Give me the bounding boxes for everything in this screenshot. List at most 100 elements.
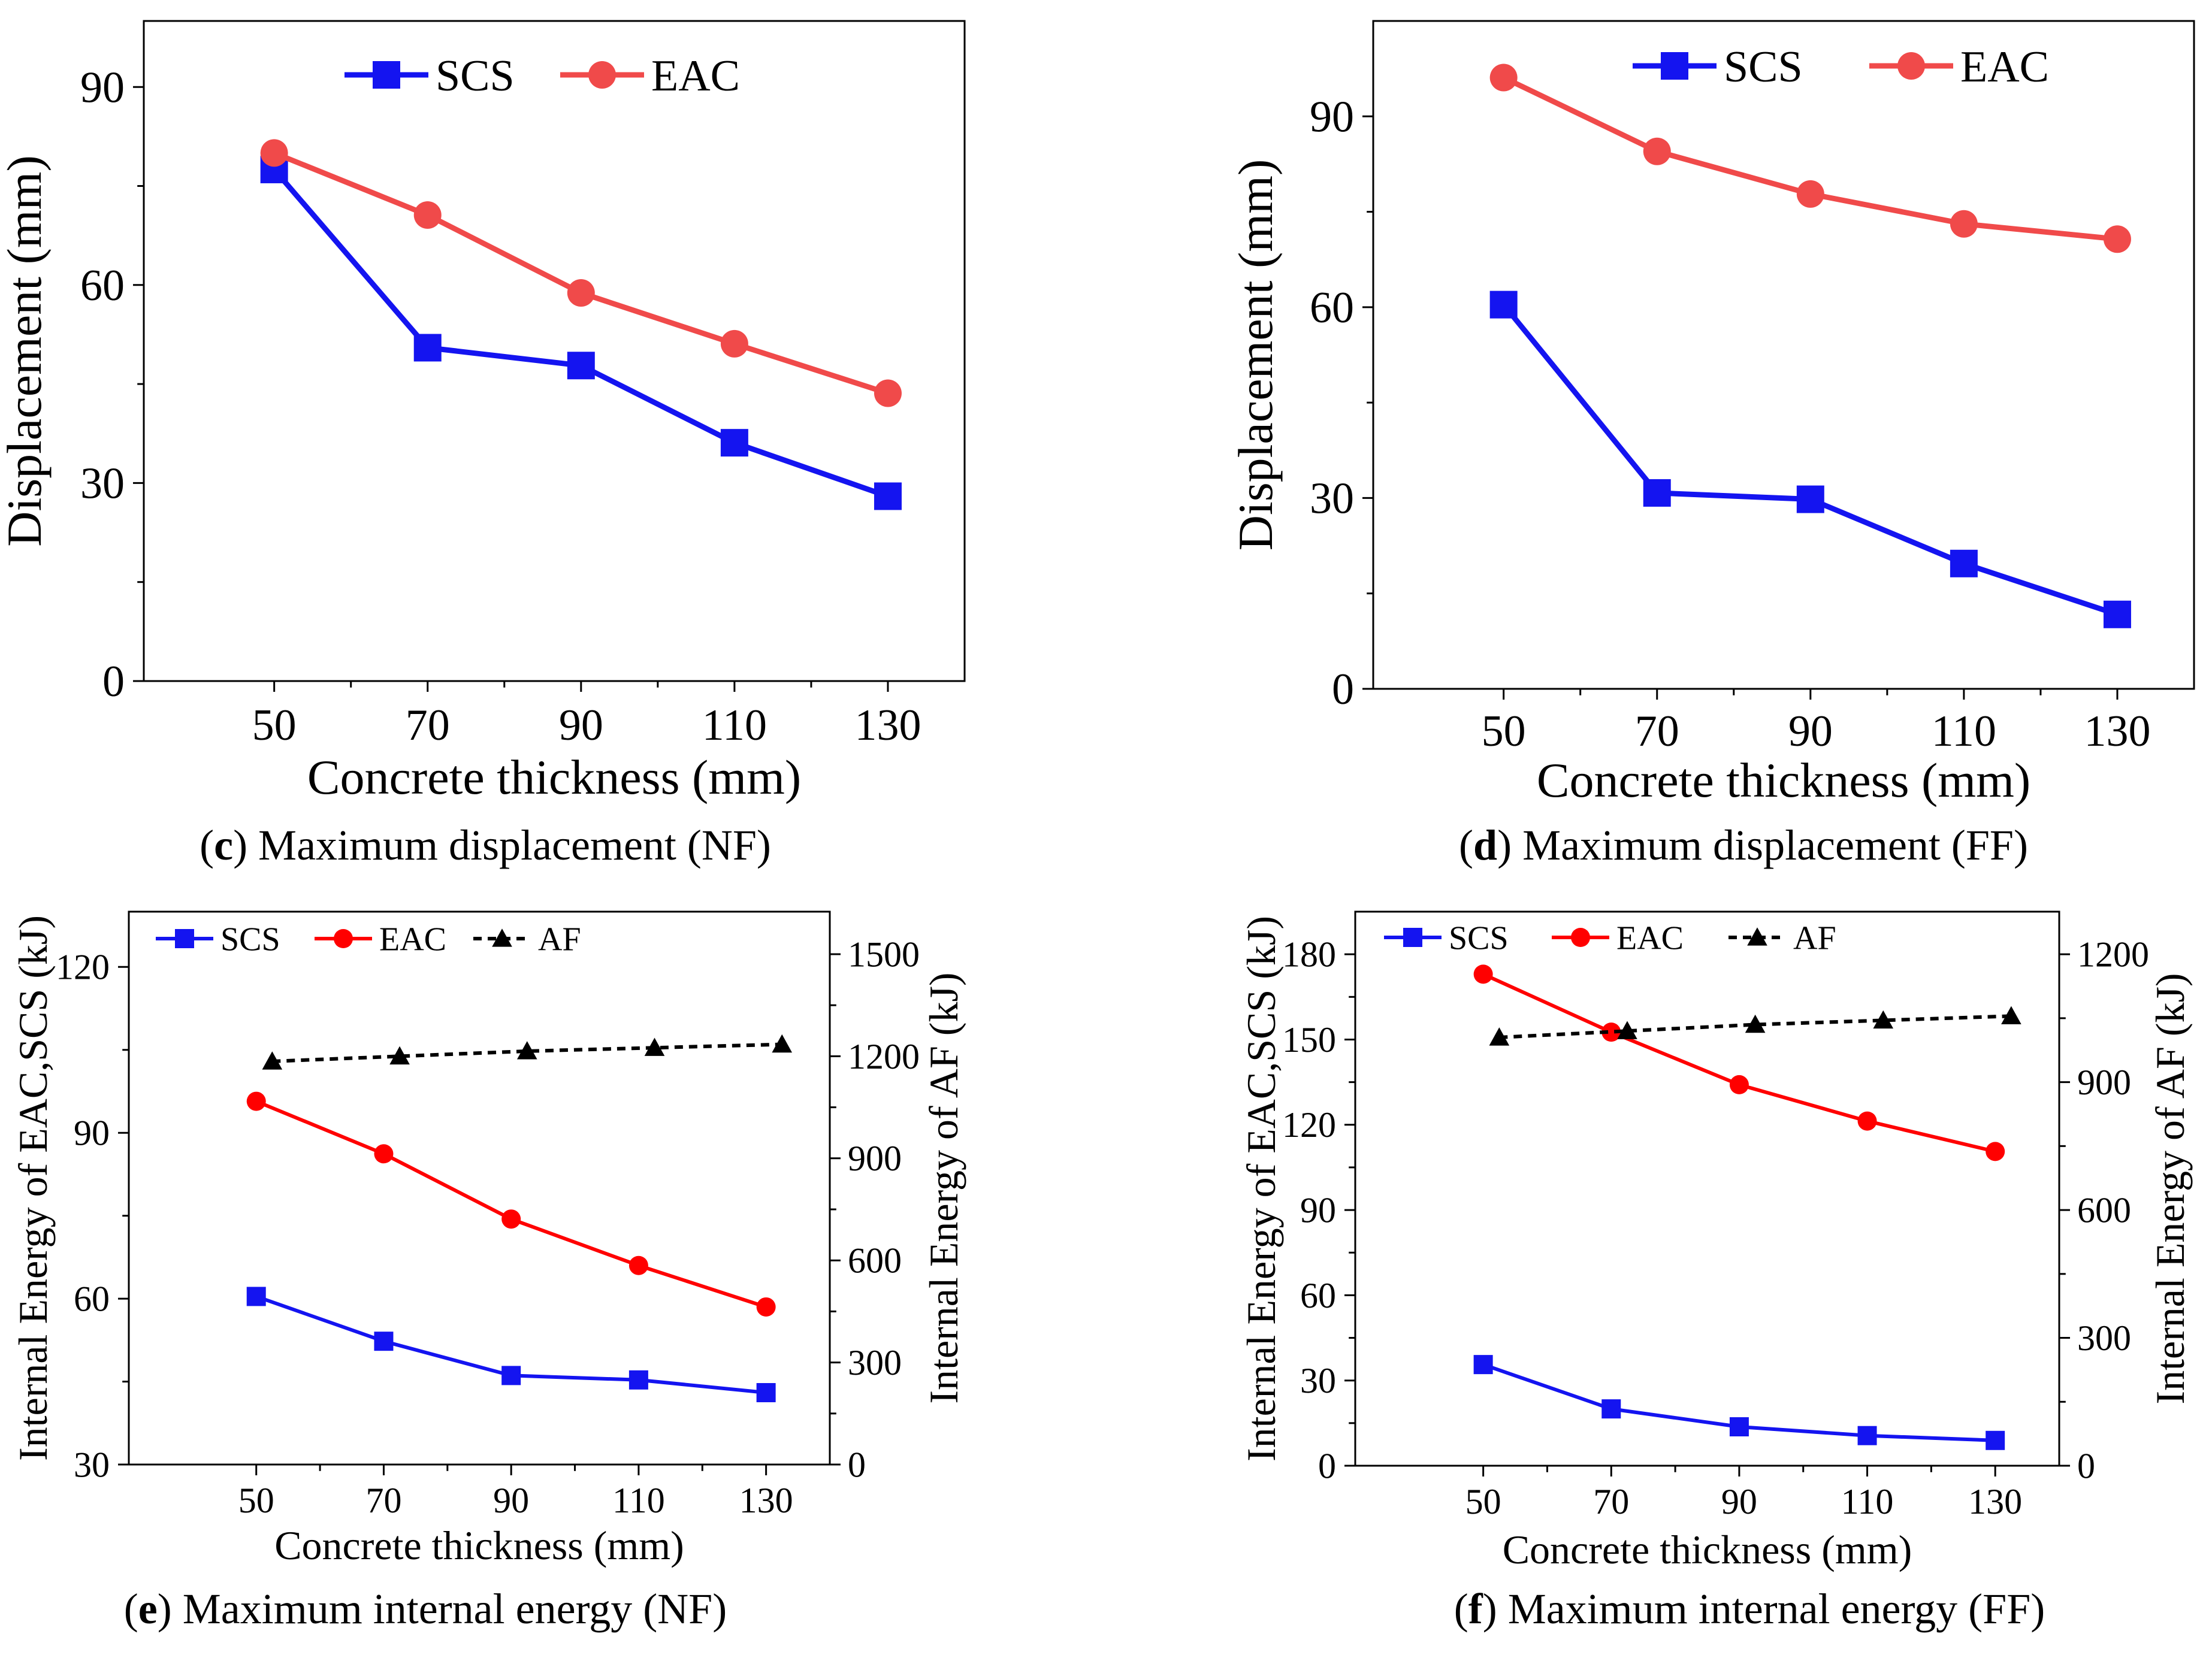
data-point-scs	[567, 352, 595, 380]
y-axis-label: Internal Energy of EAC,SCS (kJ)	[10, 915, 56, 1461]
y-tick-label: 30	[1300, 1361, 1336, 1400]
y2-tick-label: 0	[2077, 1446, 2095, 1485]
data-point-eac	[246, 1091, 266, 1111]
legend: SCS EAC	[345, 52, 740, 101]
y-tick-label: 30	[80, 459, 125, 509]
x-tick-label: 110	[1932, 707, 1996, 756]
series-line-eac	[255, 1099, 767, 1309]
x-tick-label: 50	[252, 701, 297, 750]
legend-marker-eac	[1571, 928, 1590, 947]
legend-marker-eac	[588, 61, 616, 89]
data-point-scs	[1857, 1426, 1877, 1445]
legend-marker-scs	[175, 929, 194, 948]
x-tick-label: 130	[854, 701, 921, 750]
x-axis-label: Concrete thickness (mm)	[1503, 1527, 1912, 1572]
data-point-eac	[1643, 137, 1671, 165]
data-point-scs	[1796, 485, 1824, 513]
y-tick-label: 60	[1300, 1276, 1336, 1315]
y-tick-label: 90	[74, 1114, 110, 1153]
y-tick-label: 30	[74, 1445, 110, 1484]
x-tick-label: 130	[1968, 1482, 2022, 1521]
x-tick-label: 130	[739, 1481, 793, 1520]
legend-marker-af	[1747, 927, 1767, 946]
legend-marker-eac	[1897, 52, 1925, 80]
legend-marker-scs	[1661, 52, 1688, 80]
series-line-af	[272, 1042, 782, 1063]
data-point-af	[644, 1037, 665, 1056]
x-tick-label: 90	[559, 701, 603, 750]
legend-marker-scs	[1403, 928, 1422, 947]
y-tick-label: 0	[102, 657, 125, 706]
chart-panel-f: 50 70 90 110 130 0 30 60 90 120 150 180 0 300 600 900 12…	[1238, 910, 2193, 1572]
data-point-eac	[1729, 1075, 1749, 1094]
legend: SCS EAC AF	[156, 921, 581, 958]
data-point-eac	[501, 1209, 521, 1229]
y-tick-label: 120	[56, 948, 110, 987]
series-line-eac	[1482, 972, 1996, 1154]
data-point-scs	[501, 1366, 521, 1385]
data-point-eac	[1950, 210, 1978, 238]
caption-c-letter: c	[214, 821, 234, 869]
legend-label-scs: SCS	[220, 921, 280, 958]
data-point-eac	[1986, 1142, 2005, 1161]
plot-frame	[128, 910, 831, 1466]
legend-marker-scs	[373, 61, 400, 89]
data-point-af	[2001, 1006, 2021, 1025]
caption-c: (c) Maximum displacement (NF)	[200, 821, 771, 869]
y2-tick-label: 600	[848, 1241, 902, 1281]
data-point-scs	[1489, 291, 1518, 319]
data-point-af	[772, 1034, 793, 1053]
data-point-af	[516, 1041, 537, 1060]
data-point-scs	[1950, 549, 1978, 577]
data-point-af	[389, 1046, 410, 1065]
x-tick-label: 90	[493, 1481, 529, 1520]
legend: SCS EAC AF	[1384, 920, 1836, 957]
x-tick-label: 90	[1788, 707, 1833, 756]
x-tick-label: 110	[612, 1481, 665, 1520]
data-point-scs	[1729, 1417, 1749, 1437]
x-tick-label: 70	[406, 701, 450, 750]
caption-e-letter: e	[138, 1585, 158, 1633]
data-point-scs	[1601, 1399, 1621, 1419]
y2-tick-label: 300	[2077, 1318, 2131, 1358]
x-tick-label: 110	[702, 701, 767, 750]
y-tick-label: 60	[74, 1279, 110, 1319]
legend-label-af: AF	[1793, 920, 1836, 957]
x-axis-label: Concrete thickness (mm)	[1537, 753, 2030, 807]
legend-label-eac: EAC	[1960, 43, 2049, 92]
data-point-scs	[1643, 479, 1671, 507]
series-line-scs	[272, 168, 889, 499]
data-point-eac	[413, 201, 442, 229]
y2-tick-label: 1500	[848, 934, 920, 974]
y2-tick-label: 300	[848, 1343, 902, 1382]
data-point-eac	[374, 1144, 394, 1164]
data-point-eac	[874, 379, 902, 407]
x-tick-label: 70	[1635, 707, 1679, 756]
data-point-eac	[1489, 63, 1518, 92]
plot-frame	[1372, 20, 2195, 690]
y-tick-label: 180	[1282, 935, 1336, 975]
caption-c-text: Maximum displacement (NF)	[258, 821, 771, 869]
caption-d-text: Maximum displacement (FF)	[1522, 821, 2028, 869]
data-point-eac	[2103, 225, 2131, 253]
legend-label-eac: EAC	[379, 921, 446, 958]
data-point-af	[1617, 1021, 1637, 1039]
y-tick-label: 60	[1310, 283, 1354, 332]
data-point-scs	[874, 482, 902, 510]
y2-tick-label: 1200	[2077, 935, 2149, 975]
x-axis-label: Concrete thickness (mm)	[274, 1523, 684, 1568]
data-point-eac	[628, 1255, 648, 1275]
y-tick-label: 30	[1310, 474, 1354, 524]
data-point-eac	[567, 279, 595, 307]
legend-marker-af	[492, 928, 512, 947]
x-tick-label: 70	[365, 1481, 401, 1520]
data-point-eac	[720, 329, 748, 358]
y-axis-label: Internal Energy of EAC,SCS (kJ)	[1238, 916, 1284, 1462]
plot-frame	[143, 20, 966, 682]
x-tick-label: 50	[1465, 1482, 1501, 1521]
data-point-eac	[756, 1297, 776, 1317]
data-point-scs	[720, 429, 748, 457]
caption-d: (d) Maximum displacement (FF)	[1459, 821, 2028, 869]
